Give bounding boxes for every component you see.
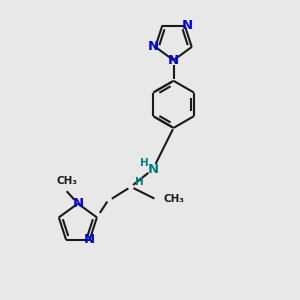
Text: N: N (181, 19, 192, 32)
Text: H: H (135, 176, 143, 187)
Text: N: N (84, 233, 95, 246)
Text: CH₃: CH₃ (56, 176, 77, 186)
Text: N: N (72, 197, 83, 210)
Text: CH₃: CH₃ (163, 194, 184, 204)
Text: N: N (147, 163, 158, 176)
Text: N: N (148, 40, 159, 53)
Text: N: N (168, 54, 179, 67)
Text: H: H (140, 158, 149, 168)
